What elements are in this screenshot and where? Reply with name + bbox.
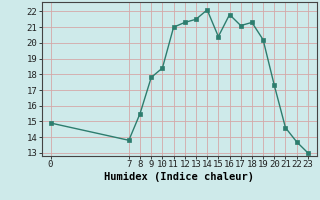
X-axis label: Humidex (Indice chaleur): Humidex (Indice chaleur) [104, 172, 254, 182]
